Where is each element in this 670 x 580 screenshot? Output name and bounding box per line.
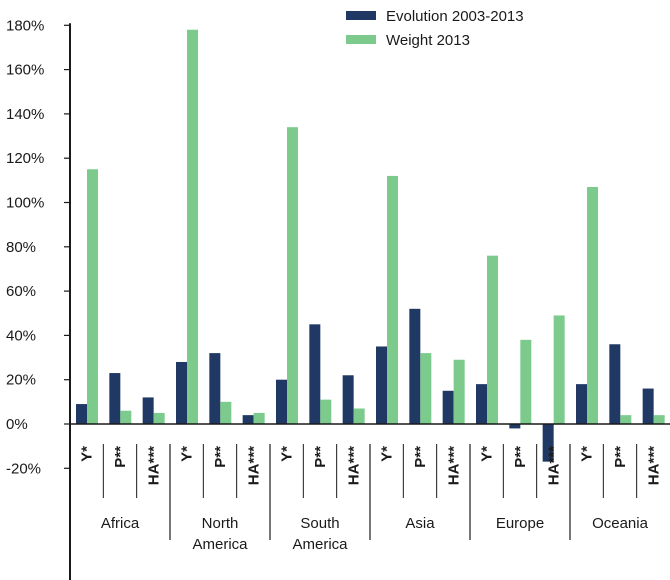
bar-evolution [242,415,254,424]
region-label: South [300,515,339,532]
x-axis: Y* P** HA*** Y* P** HA*** Y* P** HA*** Y* P** HA***… [70,423,670,553]
bar-weight [87,169,98,424]
region-label: Africa [101,515,140,532]
bar-evolution [176,361,187,424]
bar-evolution [509,424,521,429]
y-tick-label: 180% [6,17,44,34]
sub-category-label: P** [612,446,629,468]
bar-evolution [342,375,354,424]
bar-weight [320,399,332,424]
bar-evolution [442,390,454,424]
bar-weight [120,410,132,424]
sub-category-label: HA*** [345,446,362,485]
bar-weight [553,315,565,424]
sub-category-label: Y* [479,446,496,462]
bar-evolution [209,353,221,424]
bar-weight [620,415,632,424]
bar-weight [520,339,532,424]
bar-evolution [576,384,587,424]
region-label: Europe [496,515,544,532]
bar-evolution [542,424,554,462]
bar-weight [487,255,498,424]
region-label: America [292,536,348,553]
y-tick-label: 0% [6,416,28,433]
sub-category-label: Y* [279,446,296,462]
sub-category-label: HA*** [445,446,462,485]
sub-category-label: HA*** [145,446,162,485]
bar-weight [353,408,365,424]
legend-swatch [346,35,376,44]
y-axis: -20% 0% 20% 40% 60% 80% 100% 120% 140% 160% 180% [6,17,71,580]
bar-evolution [109,373,121,424]
bar-weight [587,186,598,424]
bar-evolution [476,384,487,424]
sub-category-label: Y* [179,446,196,462]
bar-weight [653,415,665,424]
sub-category-label: P** [312,446,329,468]
region-label: Oceania [592,515,649,532]
bar-evolution [76,404,87,424]
y-tick-label: 100% [6,195,44,212]
sub-category-label: Y* [79,446,96,462]
region-label: North [202,515,239,532]
bar-evolution [642,388,654,424]
bar-evolution [276,379,287,424]
bar-weight [253,412,265,424]
bar-weight [453,359,465,424]
bar-evolution [609,344,621,424]
sub-category-label: HA*** [545,446,562,485]
bar-evolution [142,397,154,424]
region-label: Asia [405,515,435,532]
y-tick-label: 60% [6,283,36,300]
y-tick-label: -20% [6,460,41,477]
bar-evolution [309,324,321,424]
y-tick-label: 120% [6,150,44,167]
bar-weight [153,412,165,424]
sub-category-label: P** [412,446,429,468]
bar-evolution [376,346,387,424]
bar-weight [387,175,398,424]
sub-category-label: Y* [579,446,596,462]
sub-category-label: HA*** [245,446,262,485]
y-tick-label: 160% [6,62,44,79]
y-tick-label: 40% [6,327,36,344]
y-tick-label: 80% [6,239,36,256]
sub-category-label: P** [212,446,229,468]
bar-weight [287,127,298,424]
bar-evolution [409,308,421,424]
region-label: America [192,536,248,553]
bars [76,29,665,462]
sub-category-label: Y* [379,446,396,462]
bar-weight [420,353,432,424]
legend-swatch [346,11,376,20]
legend: Evolution 2003-2013 Weight 2013 [346,8,524,49]
legend-label: Weight 2013 [386,32,470,49]
legend-label: Evolution 2003-2013 [386,8,524,25]
y-tick-label: 140% [6,106,44,123]
sub-category-label: P** [512,446,529,468]
bar-weight [220,401,232,424]
sub-category-label: P** [112,446,129,468]
sub-category-label: HA*** [645,446,662,485]
y-tick-label: 20% [6,372,36,389]
bar-weight [187,29,198,424]
